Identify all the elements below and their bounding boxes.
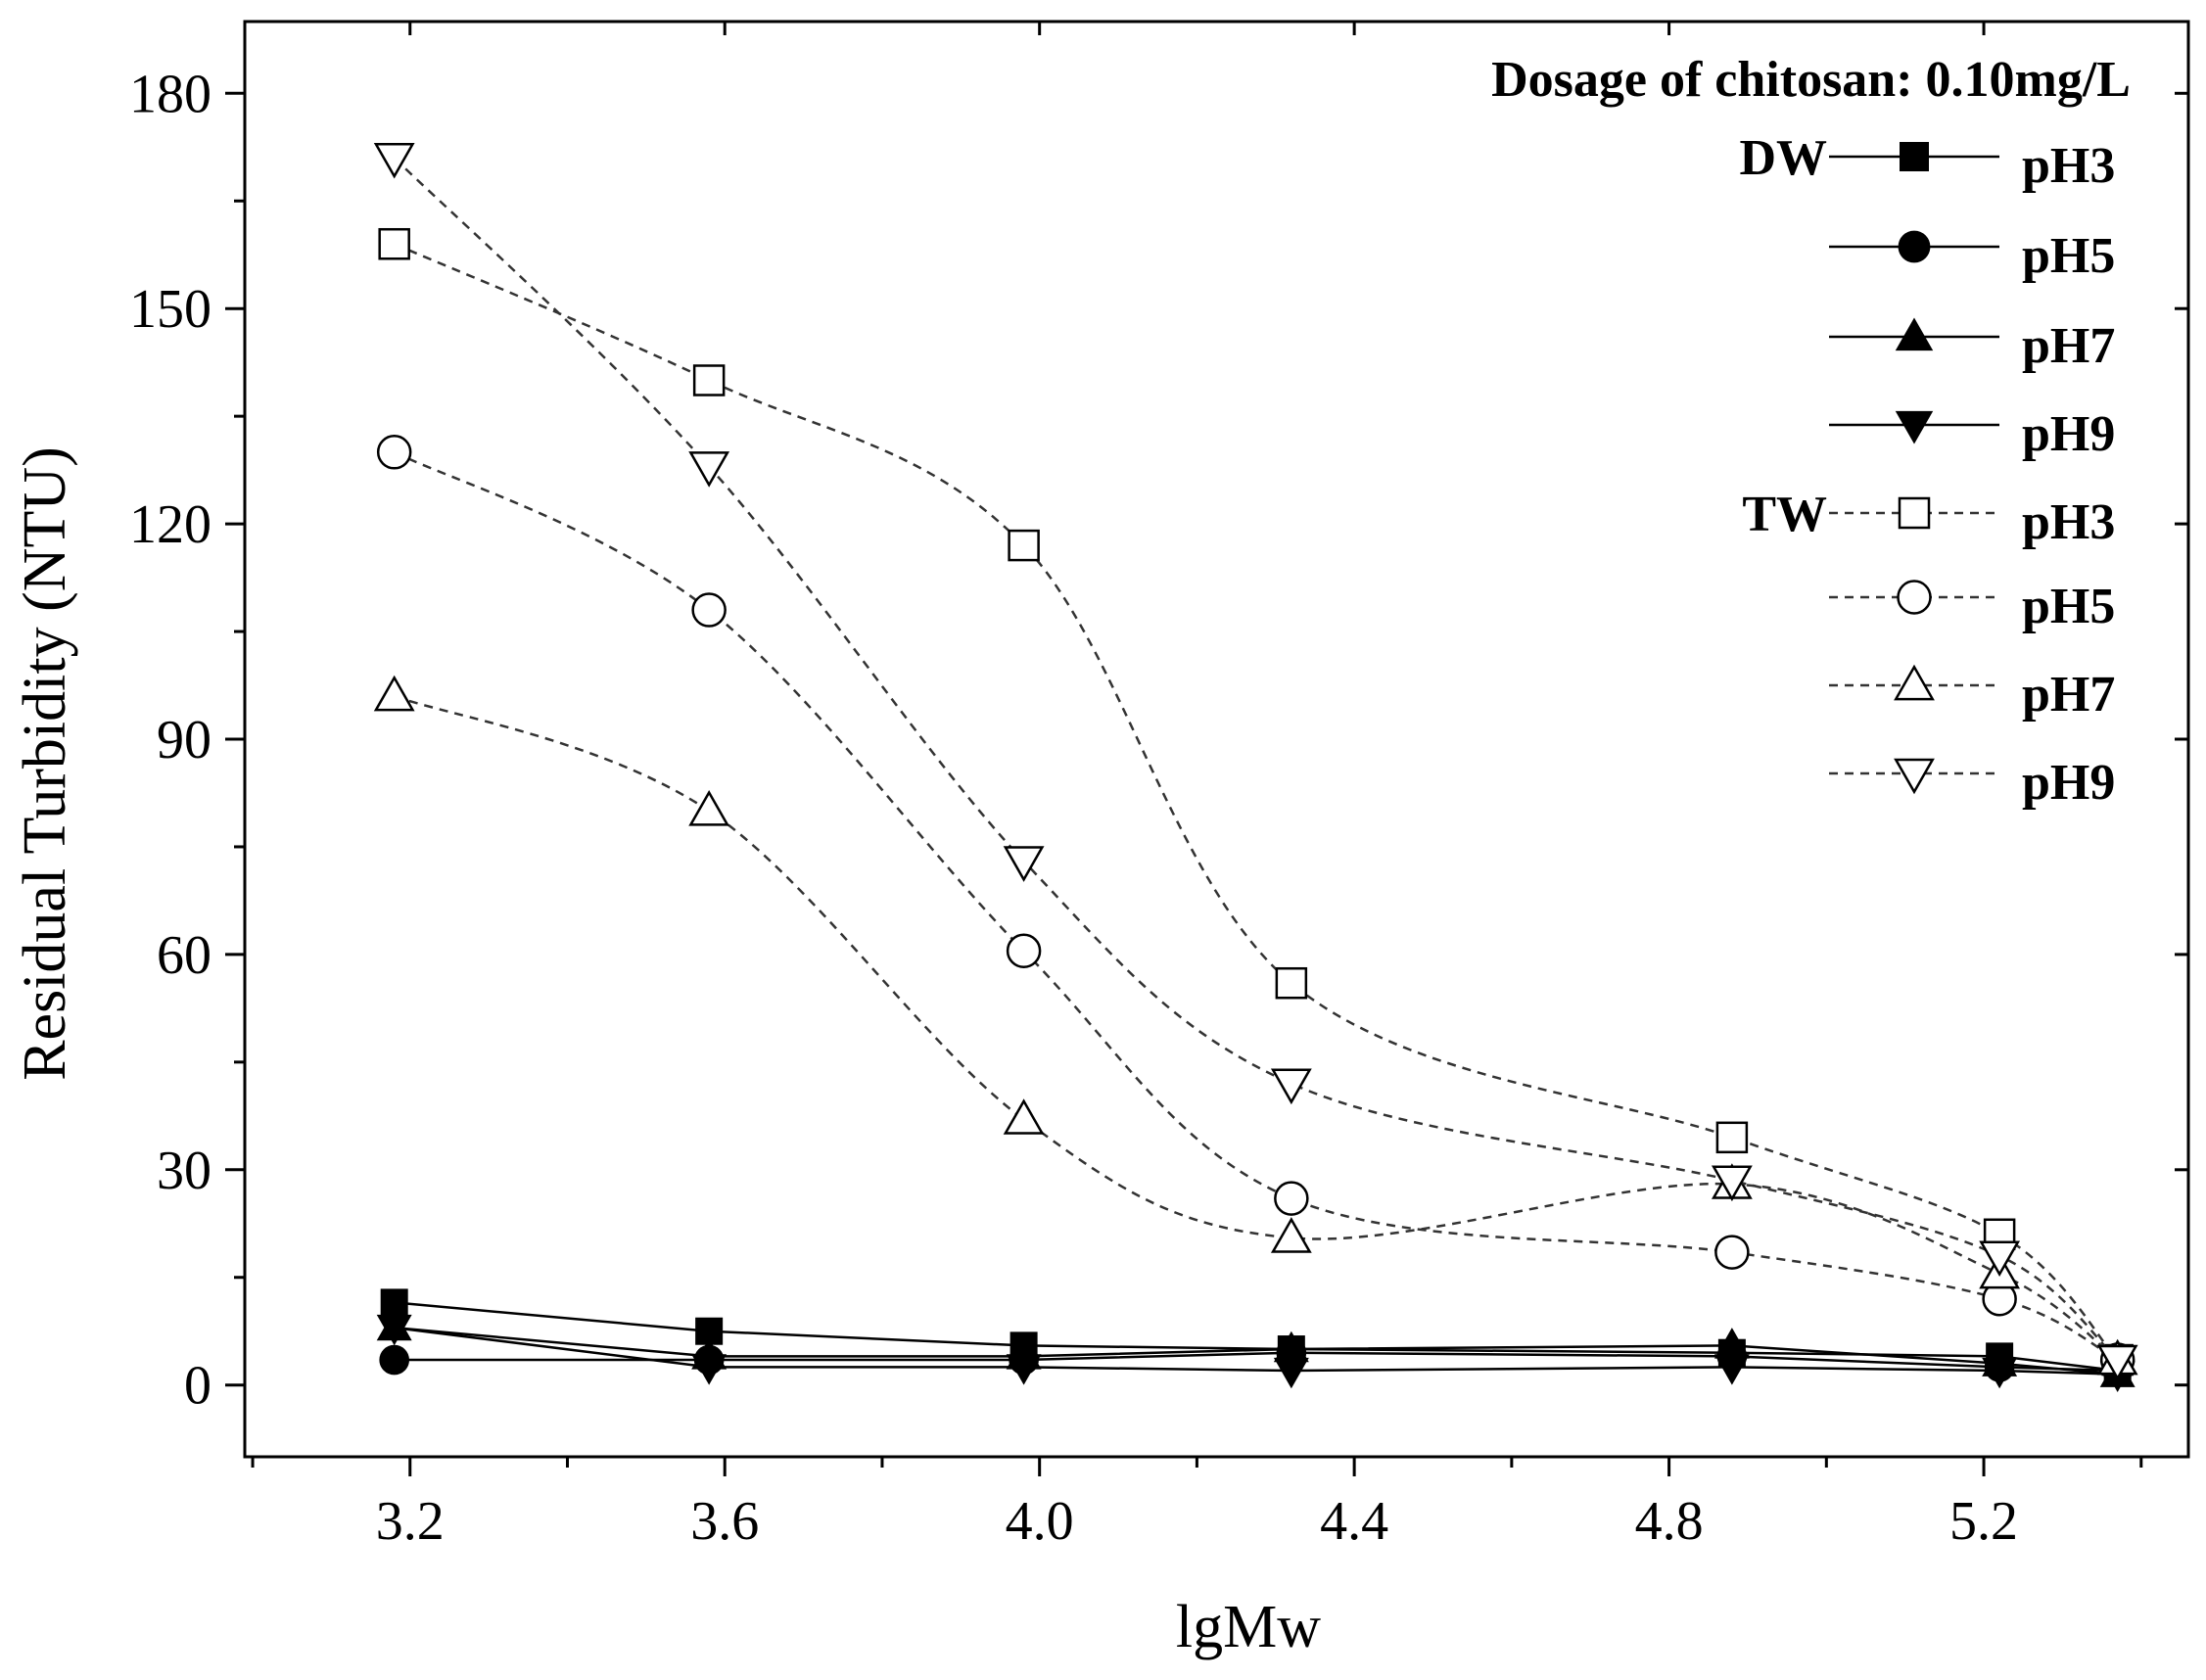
legend-marker [1897,580,1932,615]
legend-item-dw-ph3: pH3 [1829,138,2115,194]
legend-marker [1894,664,1935,701]
data-point [1715,1121,1749,1154]
y-tick-label: 150 [129,279,211,340]
series-dw-ph5 [379,1337,2133,1386]
y-tick-label: 180 [129,64,211,124]
legend-marker [1898,496,1931,530]
data-point [692,364,726,397]
series-line [393,157,2119,1361]
y-tick-label: 60 [157,925,211,986]
y-tick-label: 0 [184,1356,211,1417]
data-point [1003,1098,1045,1135]
x-tick-label: 5.2 [1949,1491,2018,1552]
data-point [1270,1217,1312,1253]
series-line [394,694,2119,1362]
series-tw-ph7 [373,675,2138,1376]
plot-frame [243,20,2190,1459]
legend-item-tw-ph7: pH7 [1829,664,2115,723]
data-point [1274,1181,1309,1216]
data-point [1979,1240,2021,1278]
x-tick-label: 4.4 [1320,1491,1388,1552]
legend: pH3 pH5 pH7 pH9 pH3 pH5 pH7 pH9 DW TW [1739,130,2115,811]
data-point [1711,1165,1753,1202]
series-line [394,243,2119,1361]
series-tw-ph5 [376,435,2136,1377]
series-dw-ph7 [376,1309,2136,1387]
legend-label: pH7 [2022,318,2115,374]
data-point [1714,1235,1750,1270]
data-point [1273,1357,1309,1389]
x-tick-label: 3.2 [376,1491,445,1552]
data-point [695,1317,724,1345]
series-line [394,1326,2118,1376]
legend-item-tw-ph3: pH3 [1829,494,2115,550]
legend-item-dw-ph7: pH7 [1829,317,2115,374]
legend-marker [1895,410,1934,444]
data-point [376,435,412,470]
legend-label: pH9 [2022,406,2115,462]
y-tick-label: 90 [157,710,211,770]
data-point [1008,529,1040,562]
x-tick-label: 4.8 [1635,1491,1704,1552]
legend-item-dw-ph5: pH5 [1829,228,2115,284]
legend-label: pH9 [2022,755,2115,811]
data-point [1270,1068,1312,1105]
legend-label: pH5 [2022,579,2115,634]
x-axis-title: lgMw [1176,1594,1321,1660]
series-line [394,450,2119,1362]
legend-group-tw: TW [1742,487,1827,542]
data-point [379,1344,409,1376]
data-point [373,675,415,712]
data-point [1006,1354,1042,1385]
data-point [691,592,727,628]
axes-layer: 3.2 3.6 4.0 4.4 4.8 5.2 0 30 60 90 120 150 180 [129,20,2190,1552]
legend-group-dw: DW [1739,130,1827,186]
data-point [373,142,415,179]
data-point [1982,1357,2018,1389]
legend-marker [1895,317,1934,351]
legend-label: pH7 [2022,667,2115,723]
legend-item-tw-ph5: pH5 [1829,579,2115,634]
legend-label: pH3 [2022,494,2115,550]
legend-marker [1900,142,1929,171]
data-point [1006,933,1042,968]
data-point [688,451,730,488]
x-tick-label: 3.6 [690,1491,759,1552]
legend-item-tw-ph9: pH9 [1829,755,2115,811]
data-point [1275,966,1308,1000]
legend-marker [1894,758,1935,795]
data-point [378,227,410,260]
y-tick-label: 30 [157,1141,211,1201]
y-axis-title: Residual Turbidity (NTU) [12,446,78,1081]
series-layer [373,142,2138,1392]
series-tw-ph3 [378,227,2134,1377]
chart-annotation: Dosage of chitosan: 0.10mg/L [1491,52,2131,108]
data-point [688,790,730,826]
data-point [1713,1354,1750,1385]
x-tick-label: 4.0 [1006,1491,1074,1552]
legend-marker [1898,230,1931,263]
legend-label: pH5 [2022,228,2115,284]
data-point [376,1314,412,1346]
data-point [1003,846,1045,882]
data-point [2096,1344,2138,1381]
data-point [691,1354,728,1385]
series-tw-ph9 [373,142,2138,1381]
legend-label: pH3 [2022,138,2115,194]
y-tick-label: 120 [129,494,211,555]
legend-item-dw-ph9: pH9 [1829,406,2115,462]
